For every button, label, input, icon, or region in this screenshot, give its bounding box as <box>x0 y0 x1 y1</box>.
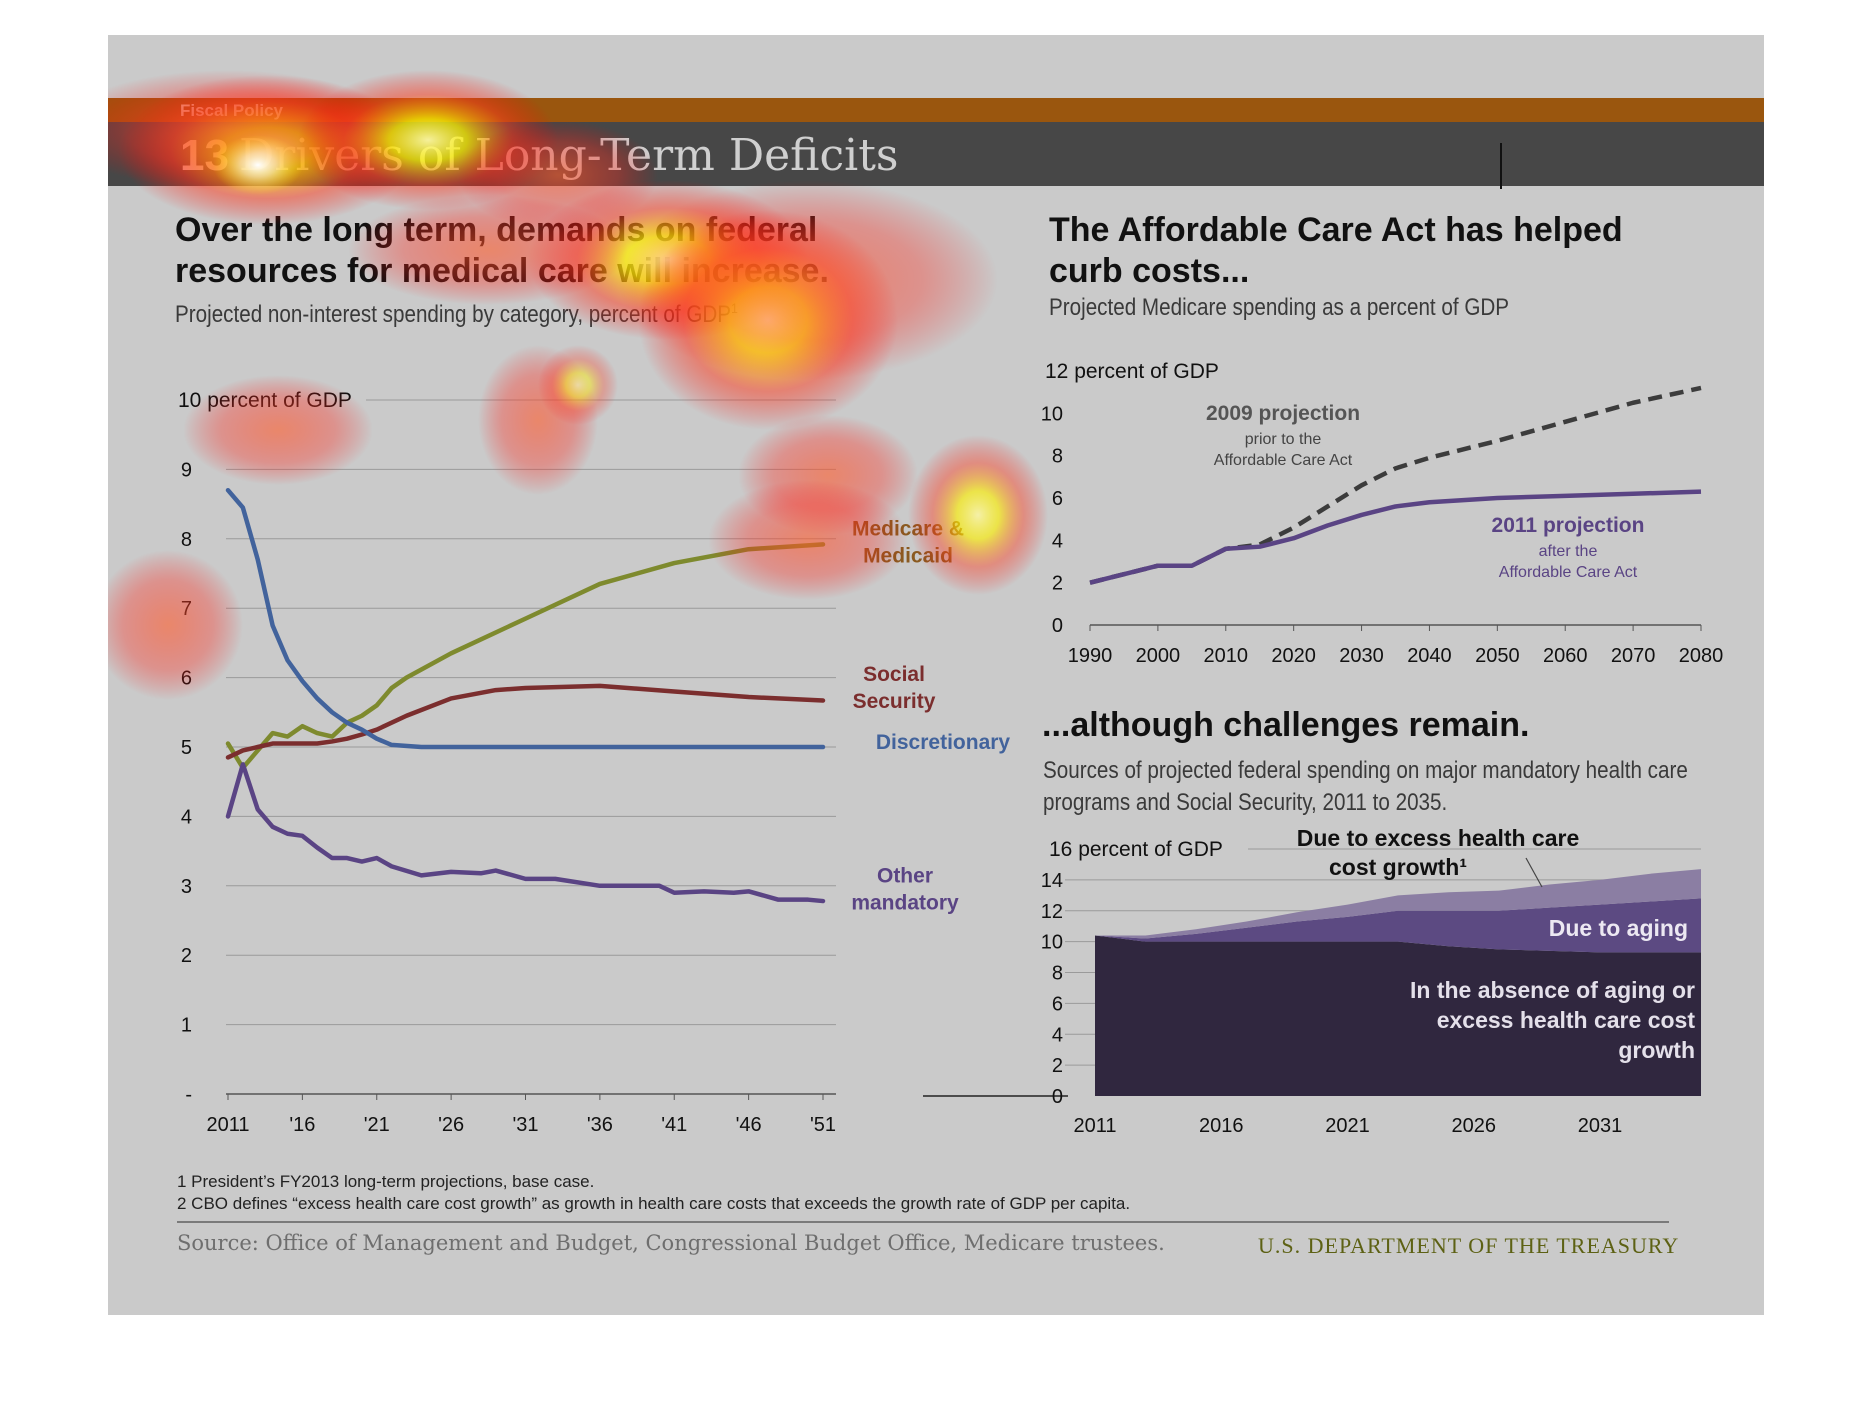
x-tick-label: 2030 <box>1339 645 1384 667</box>
y-tick-label: 3 <box>181 876 192 898</box>
series-label: Other <box>877 864 933 887</box>
right-top-headline-line2: curb costs... <box>1049 252 1250 290</box>
y-tick-label: 4 <box>1052 530 1063 552</box>
y-tick-label: 6 <box>1052 993 1063 1015</box>
right-bottom-subtitle-line2: programs and Social Security, 2011 to 20… <box>1043 789 1448 816</box>
area-label: In the absence of aging or <box>1410 977 1695 1003</box>
area-label: growth <box>1618 1037 1695 1063</box>
y-tick-label: 0 <box>1052 615 1063 637</box>
series-label: 2009 projection <box>1206 402 1360 425</box>
right-bottom-headline: ...although challenges remain. <box>1042 706 1530 744</box>
y-tick-label: 10 <box>1041 932 1063 954</box>
right-top-subtitle: Projected Medicare spending as a percent… <box>1049 294 1510 321</box>
series-note: prior to the <box>1245 431 1322 448</box>
x-tick-label: 2050 <box>1475 645 1520 667</box>
x-tick-label: '41 <box>661 1114 687 1136</box>
footnote-2: 2 CBO defines “excess health care cost g… <box>177 1194 1131 1213</box>
x-tick-label: 2060 <box>1543 645 1588 667</box>
footnotes: 1 President’s FY2013 long-term projectio… <box>177 1171 1130 1215</box>
footnote-1: 1 President’s FY2013 long-term projectio… <box>177 1172 595 1191</box>
projection-2011-line <box>1089 489 1702 585</box>
x-tick-label: '51 <box>810 1114 836 1136</box>
x-tick-label: '16 <box>289 1114 315 1136</box>
y-axis-label: 10 percent of GDP <box>178 389 352 412</box>
x-tick-label: 2000 <box>1136 645 1181 667</box>
x-tick-label: 2021 <box>1325 1115 1370 1137</box>
area-label: Due to aging <box>1549 915 1688 941</box>
y-tick-label: 2 <box>1052 1055 1063 1077</box>
y-axis-label: 16 percent of GDP <box>1049 838 1223 861</box>
y-tick-label: 8 <box>1052 446 1063 468</box>
y-axis-label: 12 percent of GDP <box>1045 360 1219 383</box>
right-top-headline-line1: The Affordable Care Act has helped <box>1049 211 1623 249</box>
series-label: 2011 projection <box>1492 514 1645 537</box>
area-label: excess health care cost <box>1437 1007 1696 1033</box>
y-tick-label: 14 <box>1041 870 1063 892</box>
series-label: Discretionary <box>876 731 1011 754</box>
x-tick-label: 2016 <box>1199 1115 1244 1137</box>
area-band <box>1095 898 1701 953</box>
x-tick-label: 2080 <box>1679 645 1724 667</box>
y-tick-label: 8 <box>181 529 192 551</box>
series-label: Social <box>863 663 925 686</box>
x-tick-label: '36 <box>587 1114 613 1136</box>
x-tick-label: '21 <box>364 1114 390 1136</box>
series-label: Medicaid <box>863 544 953 567</box>
x-tick-label: 2011 <box>206 1114 249 1136</box>
x-tick-label: 2011 <box>1073 1115 1116 1137</box>
y-tick-label: 6 <box>1052 488 1063 510</box>
treasury-brand: U.S. DEPARTMENT OF THE TREASURY <box>1258 1233 1680 1258</box>
y-tick-label: 2 <box>1052 573 1063 595</box>
x-tick-label: '46 <box>736 1114 762 1136</box>
y-tick-label: 7 <box>181 598 192 620</box>
y-tick-label: 12 <box>1041 901 1063 923</box>
y-tick-label: 6 <box>181 668 192 690</box>
y-tick-label: 4 <box>181 806 192 828</box>
area-band <box>1095 869 1701 939</box>
y-tick-label: - <box>185 1084 192 1106</box>
area-label: Due to excess health care <box>1297 825 1580 851</box>
x-tick-label: 2031 <box>1578 1115 1623 1137</box>
x-tick-label: 2070 <box>1611 645 1656 667</box>
slide: Fiscal Policy 13 Drivers of Long-Term Def… <box>108 35 1764 1315</box>
series-note: Affordable Care Act <box>1214 452 1353 469</box>
area-label: cost growth¹ <box>1329 854 1467 880</box>
series-label: Medicare & <box>852 517 964 540</box>
projection-2009-line <box>1089 385 1702 585</box>
area-band <box>1095 935 1701 1096</box>
right-bottom-subtitle: Sources of projected federal spending on… <box>1043 755 1688 819</box>
source-note: Source: Office of Management and Budget,… <box>177 1231 1165 1255</box>
leader-line <box>1525 857 1543 888</box>
x-tick-label: 2040 <box>1407 645 1452 667</box>
y-tick-label: 5 <box>181 737 192 759</box>
y-tick-label: 0 <box>1052 1086 1063 1108</box>
series-label: Security <box>853 690 936 713</box>
title-bar-marker <box>1500 143 1502 189</box>
y-tick-label: 2 <box>181 945 192 967</box>
series-line <box>225 542 826 771</box>
x-tick-label: '31 <box>512 1114 538 1136</box>
y-tick-label: 9 <box>181 459 192 481</box>
footer-rule <box>177 1221 1669 1223</box>
x-tick-label: '26 <box>438 1114 464 1136</box>
right-top-headline: The Affordable Care Act has helped curb … <box>1049 210 1623 292</box>
series-note: Affordable Care Act <box>1499 564 1638 581</box>
series-note: after the <box>1539 543 1598 560</box>
series-line <box>225 683 826 760</box>
y-tick-label: 10 <box>1041 403 1063 425</box>
x-tick-label: 1990 <box>1068 645 1113 667</box>
y-tick-label: 4 <box>1052 1024 1063 1046</box>
y-tick-label: 1 <box>181 1015 192 1037</box>
series-line <box>225 762 826 904</box>
y-tick-label: 8 <box>1052 963 1063 985</box>
series-label: mandatory <box>851 891 959 914</box>
x-tick-label: 2010 <box>1204 645 1249 667</box>
x-tick-label: 2020 <box>1271 645 1316 667</box>
series-line <box>225 487 826 750</box>
right-bottom-subtitle-line1: Sources of projected federal spending on… <box>1043 757 1688 784</box>
x-tick-label: 2026 <box>1452 1115 1497 1137</box>
